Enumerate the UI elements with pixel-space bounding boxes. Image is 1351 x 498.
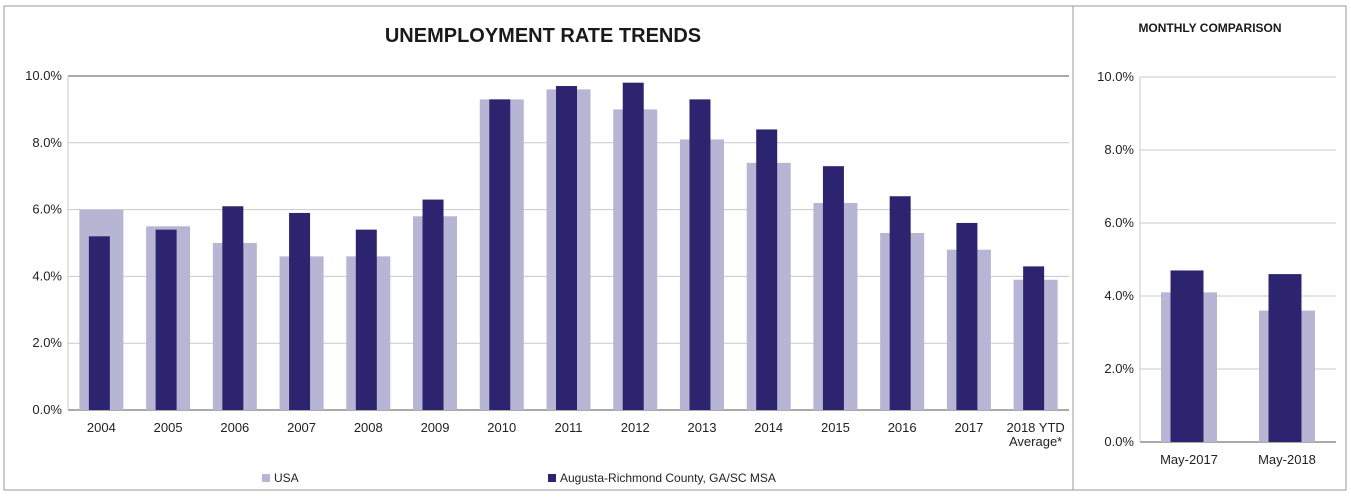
bar-msa [889,196,911,410]
bar-msa [1023,266,1045,410]
x-tick-label: 2017 [954,420,983,435]
x-tick-label: May-2018 [1258,452,1316,467]
x-tick-label: 2013 [688,420,717,435]
x-tick-label: Average* [1009,434,1062,449]
x-tick-label: 2006 [220,420,249,435]
bar-msa [756,129,778,410]
monthly-comparison-chart: 0.0% 2.0% 4.0% 6.0% 8.0% 10.0% May-2017 May-201… [1097,69,1336,467]
bar-msa [822,166,844,410]
bar-msa [956,222,978,410]
y-tick-label: 2.0% [1104,361,1134,376]
bar-msa [422,199,444,410]
x-tick-label: 2004 [87,420,116,435]
main-chart-title: UNEMPLOYMENT RATE TRENDS [385,25,701,47]
y-tick-label: 10.0% [25,68,62,83]
y-tick-label: 0.0% [32,402,62,417]
x-tick-label: 2008 [354,420,383,435]
y-tick-label: 8.0% [1104,142,1134,157]
bar-msa [556,86,577,411]
y-tick-label: 8.0% [32,135,62,150]
x-tick-label: 2016 [888,420,917,435]
x-tick-label: 2007 [287,420,316,435]
y-tick-label: 6.0% [32,202,62,217]
legend: USA Augusta-Richmond County, GA/SC MSA [262,471,776,485]
y-tick-label: 4.0% [32,268,62,283]
bar-msa [355,229,377,410]
bar-msa [155,229,177,410]
x-tick-label: 2009 [421,420,450,435]
y-tick-label: 6.0% [1104,215,1134,230]
legend-msa-label: Augusta-Richmond County, GA/SC MSA [560,471,776,485]
y-tick-label: 10.0% [1097,69,1134,84]
x-tick-label: May-2017 [1160,452,1218,467]
outer-frame [3,5,1347,491]
legend-usa-label: USA [274,471,299,485]
y-tick-label: 2.0% [32,335,62,350]
x-tick-label: 2010 [487,420,516,435]
legend-msa-swatch [548,474,556,482]
x-tick-label: 2011 [555,420,583,435]
bar-msa [289,212,311,410]
legend-usa-swatch [262,474,270,482]
bar-msa [622,82,644,411]
bar-msa [1170,270,1204,442]
main-chart: 0.0% 2.0% 4.0% 6.0% 8.0% 10.0% 2004 2005 2006 200… [25,68,1069,449]
side-chart-title: MONTHLY COMPARISON [1138,21,1281,35]
bar-msa [88,236,110,410]
x-tick-label: 2015 [821,420,850,435]
bar-msa [1268,274,1302,442]
x-tick-label: 2012 [621,420,650,435]
x-tick-label: 2018 YTD [1006,420,1064,435]
x-tick-label: 2005 [154,420,183,435]
bar-msa [222,206,244,410]
y-tick-label: 4.0% [1104,288,1134,303]
y-tick-label: 0.0% [1104,434,1134,449]
bar-msa [489,99,511,410]
x-tick-label: 2014 [754,420,783,435]
bar-msa [689,99,711,410]
